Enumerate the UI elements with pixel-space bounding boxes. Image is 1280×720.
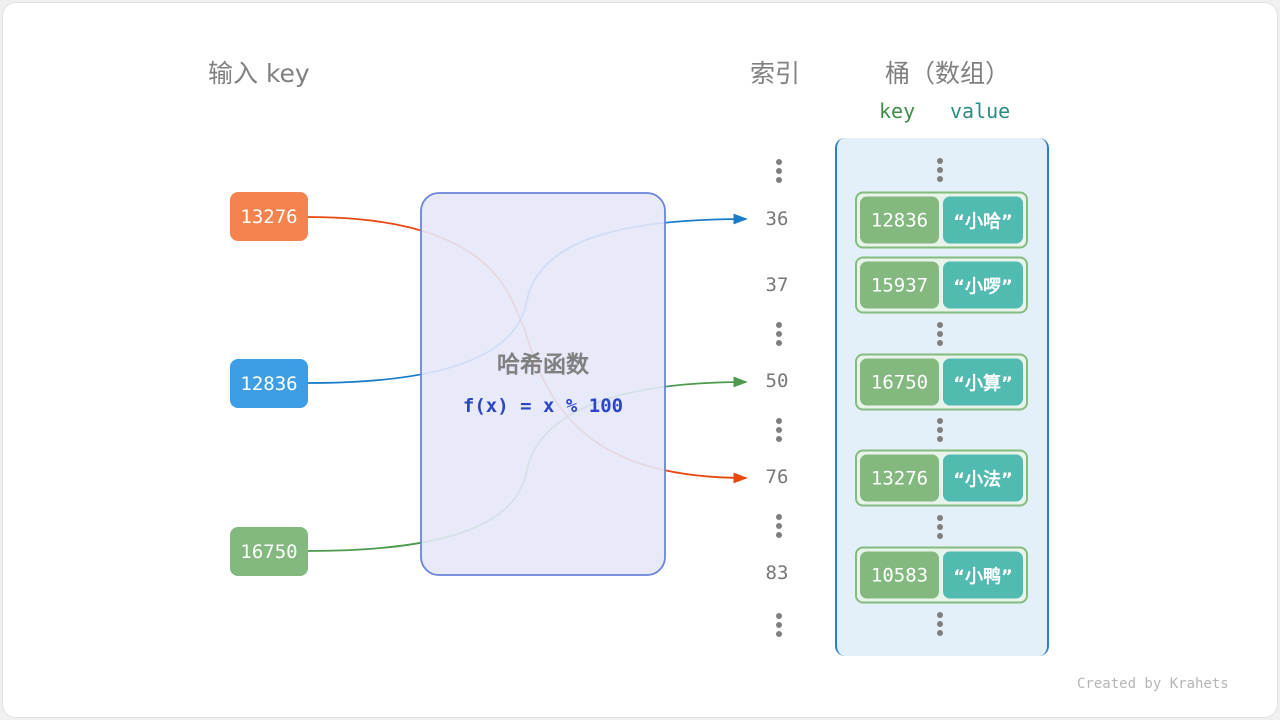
hash-function-title: 哈希函数 xyxy=(497,352,589,378)
ellipsis-icon xyxy=(937,158,943,182)
pair-key: 16750 xyxy=(860,358,939,406)
ellipsis-icon xyxy=(776,418,782,442)
ellipsis-icon xyxy=(776,613,782,637)
ellipsis-icon xyxy=(776,514,782,538)
pair-value: “小算” xyxy=(943,358,1023,406)
input-key-12836: 12836 xyxy=(230,359,308,408)
index-36: 36 xyxy=(765,208,789,230)
pair-key: 15937 xyxy=(860,261,939,309)
ellipsis-icon xyxy=(937,322,943,346)
bucket-pair: 15937 “小啰” xyxy=(855,256,1028,314)
ellipsis-icon xyxy=(937,515,943,539)
index-50: 50 xyxy=(765,370,789,392)
index-37: 37 xyxy=(765,274,789,296)
pair-value: “小法” xyxy=(943,454,1023,502)
bucket-header: 桶（数组） xyxy=(885,59,1011,88)
bucket-pair: 16750 “小算” xyxy=(855,353,1028,411)
index-83: 83 xyxy=(765,562,789,584)
pair-value: “小鸭” xyxy=(943,551,1023,599)
pair-key: 10583 xyxy=(860,551,939,599)
input-key-header: 输入 key xyxy=(208,59,310,88)
ellipsis-icon xyxy=(937,612,943,636)
pair-value: “小哈” xyxy=(943,196,1023,244)
input-key-13276: 13276 xyxy=(230,192,308,241)
hash-function-box xyxy=(420,192,666,576)
hash-function-formula: f(x) = x % 100 xyxy=(462,395,624,417)
bucket-pair: 10583 “小鸭” xyxy=(855,546,1028,604)
value-column-label: value xyxy=(950,99,1011,123)
ellipsis-icon xyxy=(937,418,943,442)
watermark: Created by Krahets xyxy=(1077,676,1229,692)
ellipsis-icon xyxy=(776,322,782,346)
index-header: 索引 xyxy=(750,59,801,88)
bucket-pair: 13276 “小法” xyxy=(855,449,1028,507)
bucket-pair: 12836 “小哈” xyxy=(855,191,1028,249)
pair-value: “小啰” xyxy=(943,261,1023,309)
ellipsis-icon xyxy=(776,159,782,183)
index-76: 76 xyxy=(765,466,789,488)
input-key-16750: 16750 xyxy=(230,527,308,576)
pair-key: 12836 xyxy=(860,196,939,244)
key-column-label: key xyxy=(879,99,916,123)
pair-key: 13276 xyxy=(860,454,939,502)
